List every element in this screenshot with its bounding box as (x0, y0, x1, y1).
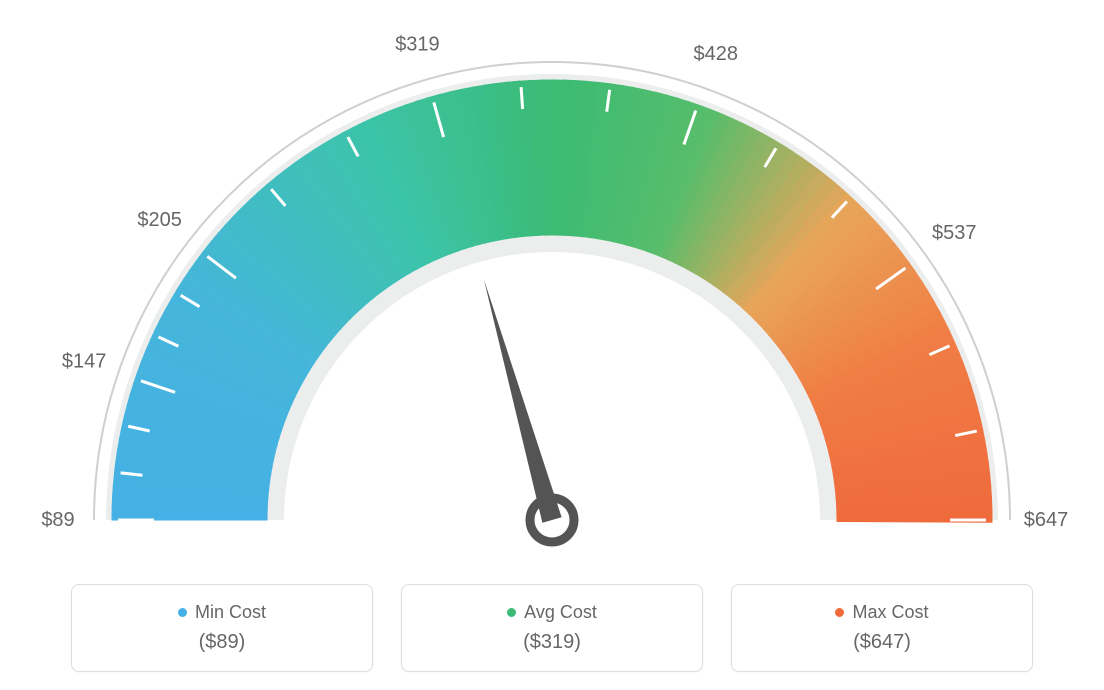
gauge-svg: $89 $147 $205 $319 $428 $537 $647 (0, 0, 1104, 575)
svg-text:$647: $647 (1024, 509, 1069, 531)
avg-cost-value: ($319) (523, 631, 581, 654)
max-cost-card: Max Cost ($647) (731, 584, 1033, 672)
svg-text:$89: $89 (41, 509, 74, 531)
max-cost-label: Max Cost (852, 602, 928, 623)
avg-cost-card: Avg Cost ($319) (401, 584, 703, 672)
svg-text:$319: $319 (395, 34, 440, 56)
avg-cost-label: Avg Cost (524, 602, 597, 623)
min-cost-value: ($89) (199, 631, 246, 654)
max-dot-icon (835, 608, 844, 617)
svg-text:$428: $428 (693, 43, 738, 65)
min-cost-label: Min Cost (195, 602, 266, 623)
min-dot-icon (178, 608, 187, 617)
svg-text:$537: $537 (932, 222, 977, 244)
cost-gauge-chart: $89 $147 $205 $319 $428 $537 $647 Min Cost ($8… (0, 0, 1104, 690)
min-cost-card: Min Cost ($89) (71, 584, 373, 672)
avg-dot-icon (507, 608, 516, 617)
min-cost-header: Min Cost (178, 602, 266, 623)
svg-text:$147: $147 (62, 351, 107, 373)
legend-row: Min Cost ($89) Avg Cost ($319) Max Cost … (0, 584, 1104, 672)
avg-cost-header: Avg Cost (507, 602, 597, 623)
svg-text:$205: $205 (137, 209, 182, 231)
max-cost-value: ($647) (853, 631, 911, 654)
max-cost-header: Max Cost (835, 602, 928, 623)
